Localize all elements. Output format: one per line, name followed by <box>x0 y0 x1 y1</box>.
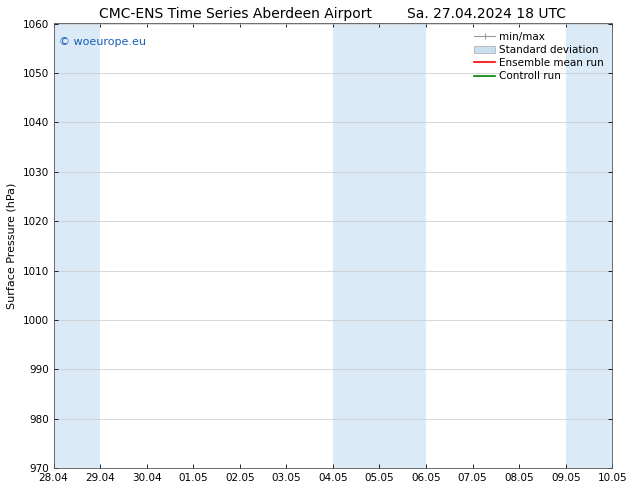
Title: CMC-ENS Time Series Aberdeen Airport        Sa. 27.04.2024 18 UTC: CMC-ENS Time Series Aberdeen Airport Sa.… <box>100 7 566 21</box>
Bar <box>566 24 612 468</box>
Bar <box>54 24 100 468</box>
Text: © woeurope.eu: © woeurope.eu <box>59 37 146 47</box>
Legend: min/max, Standard deviation, Ensemble mean run, Controll run: min/max, Standard deviation, Ensemble me… <box>471 29 607 84</box>
Bar <box>333 24 426 468</box>
Y-axis label: Surface Pressure (hPa): Surface Pressure (hPa) <box>7 183 17 309</box>
